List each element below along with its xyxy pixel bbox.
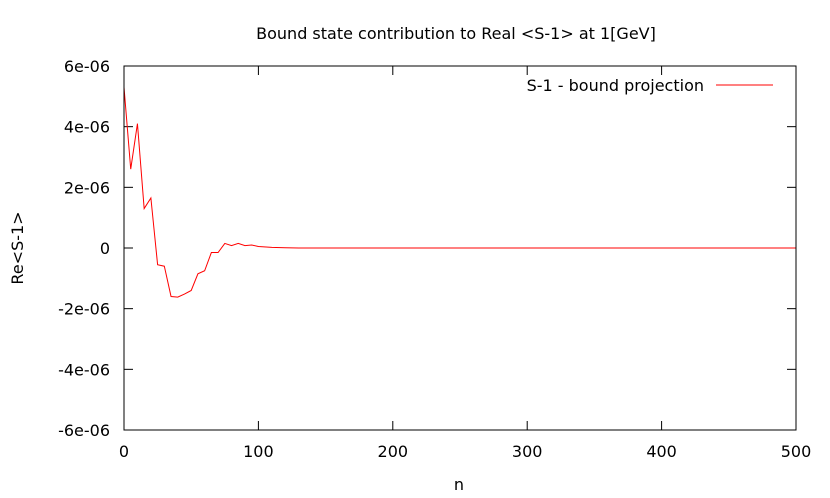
y-tick-label: -6e-06 [58, 421, 110, 440]
x-tick-label: 100 [243, 442, 274, 461]
legend-label: S-1 - bound projection [527, 76, 704, 95]
y-tick-label: -4e-06 [58, 360, 110, 379]
y-tick-label: -2e-06 [58, 300, 110, 319]
series-line-bound-projection [123, 87, 796, 298]
y-axis-label: Re<S-1> [8, 211, 27, 284]
plot-frame [123, 65, 797, 431]
x-tick-label: 500 [781, 442, 812, 461]
x-tick-label: 0 [119, 442, 129, 461]
x-axis-label: n [454, 475, 464, 494]
x-tick-label: 200 [378, 442, 409, 461]
y-tick-label: 2e-06 [64, 178, 110, 197]
x-tick-label: 300 [512, 442, 543, 461]
y-tick-label: 0 [100, 239, 110, 258]
y-tick-label: 6e-06 [64, 57, 110, 76]
chart-title: Bound state contribution to Real <S-1> a… [256, 24, 656, 43]
x-tick-label: 400 [646, 442, 677, 461]
x-axis-ticks: 0 100 200 300 400 500 [119, 66, 811, 461]
y-tick-label: 4e-06 [64, 118, 110, 137]
